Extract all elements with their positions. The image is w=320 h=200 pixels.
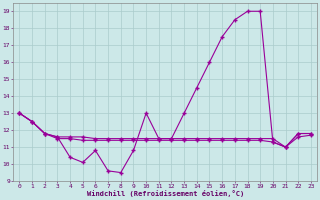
X-axis label: Windchill (Refroidissement éolien,°C): Windchill (Refroidissement éolien,°C) (86, 190, 244, 197)
